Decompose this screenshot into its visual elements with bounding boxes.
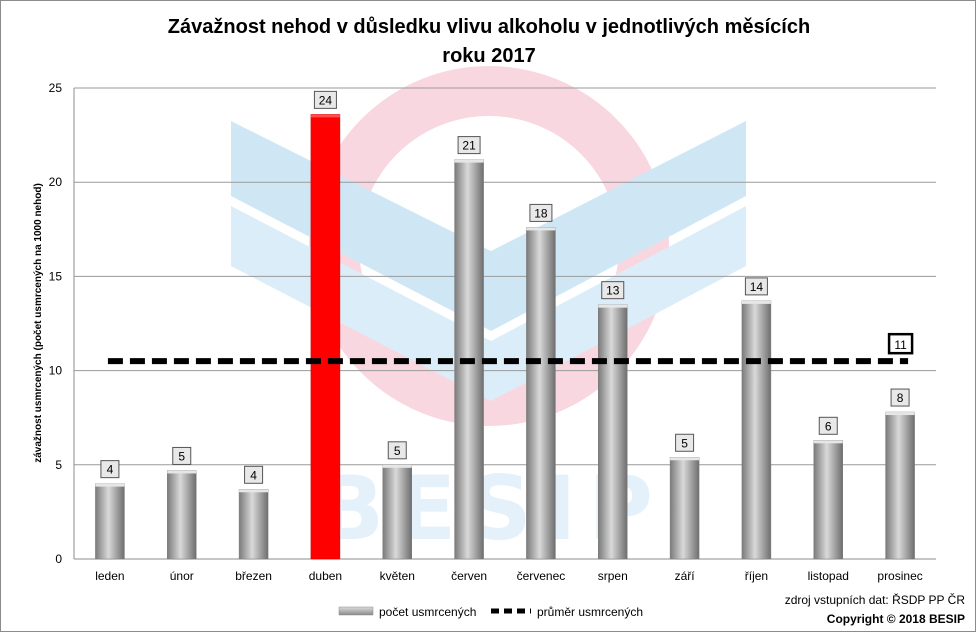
- data-label-box: [313, 90, 337, 109]
- data-label-únor: 5: [178, 449, 185, 463]
- bar-top-edge: [167, 470, 197, 474]
- data-label-box: [818, 416, 838, 435]
- data-labels: 4 5 4 24 5 21 18 13 5 14 6 8: [100, 90, 910, 484]
- x-tick-label-říjen: říjen: [745, 569, 768, 583]
- y-tick-label: 0: [55, 552, 62, 566]
- data-label-box: [890, 388, 910, 407]
- data-label-leden: 4: [107, 463, 114, 477]
- data-label-box: [387, 441, 407, 460]
- y-tick-label: 15: [49, 269, 63, 283]
- bar-top-edge: [598, 304, 628, 308]
- data-label-duben: 24: [319, 93, 333, 107]
- legend-label-average: průměr usmrcených: [537, 605, 643, 619]
- x-tick-label-březen: březen: [235, 569, 272, 583]
- legend: počet usmrcených průměr usmrcených: [338, 605, 643, 619]
- x-tick-label-červenec: červenec: [517, 569, 566, 583]
- gridlines: [73, 87, 936, 560]
- x-tick-label-prosinec: prosinec: [877, 569, 922, 583]
- bar-top-edge: [239, 489, 269, 493]
- y-tick-label: 25: [49, 81, 63, 95]
- data-label-box: [172, 446, 192, 465]
- average-line-group: 11: [107, 332, 914, 365]
- bar-prosinec: [885, 411, 915, 560]
- bars: [95, 114, 915, 560]
- data-label-srpen: 13: [606, 284, 620, 298]
- copyright-text: Copyright © 2018 BESIP: [827, 612, 965, 626]
- x-tick-label-leden: leden: [95, 569, 124, 583]
- x-tick-label-únor: únor: [170, 569, 194, 583]
- x-tick-label-červen: červen: [451, 569, 487, 583]
- x-tick-label-srpen: srpen: [598, 569, 628, 583]
- chart-title: Závažnost nehod v důsledku vlivu alkohol…: [168, 16, 810, 38]
- x-tick-label-listopad: listopad: [808, 569, 849, 583]
- data-label-box: [744, 277, 768, 296]
- besip-watermark-logo: BESIP: [231, 66, 746, 560]
- source-text: zdroj vstupních dat: ŘSDP PP ČR: [785, 592, 966, 607]
- data-label-box: [100, 460, 120, 479]
- average-label-box: [887, 332, 914, 355]
- y-tick-label: 10: [49, 364, 63, 378]
- y-axis-label: závažnost usmrcených (počet usmrcených n…: [33, 183, 44, 463]
- bar-červenec: [526, 227, 556, 560]
- data-label-červenec: 18: [534, 206, 548, 220]
- bar-duben: [310, 114, 341, 560]
- bar-top-edge: [813, 440, 843, 444]
- chart-title-line2: roku 2017: [442, 45, 535, 67]
- data-label-box: [675, 433, 695, 452]
- bar-top-edge: [670, 457, 700, 461]
- bar-top-edge: [310, 114, 340, 118]
- legend-label-bars: počet usmrcených: [379, 605, 476, 619]
- bar-září: [669, 457, 700, 560]
- y-tick-label: 5: [55, 458, 62, 472]
- data-label-box: [601, 281, 625, 300]
- bar-leden: [95, 483, 125, 560]
- average-label: 11: [894, 338, 907, 352]
- legend-swatch-bars: [338, 606, 374, 616]
- data-label-listopad: 6: [825, 419, 832, 433]
- bar-top-edge: [95, 483, 125, 487]
- bar-říjen: [741, 300, 772, 560]
- data-label-box: [244, 465, 264, 484]
- bar-top-edge: [382, 464, 412, 468]
- bar-top-edge: [741, 300, 771, 304]
- data-label-květen: 5: [394, 444, 401, 458]
- besip-watermark-text: BESIP: [317, 457, 665, 560]
- x-tick-label-září: září: [675, 569, 696, 583]
- data-label-březen: 4: [250, 468, 257, 482]
- bar-srpen: [598, 304, 628, 560]
- bar-únor: [167, 470, 197, 560]
- data-label-červen: 21: [462, 139, 476, 153]
- data-label-říjen: 14: [750, 280, 764, 294]
- bar-listopad: [813, 440, 843, 560]
- data-label-prosinec: 8: [897, 391, 904, 405]
- bar-top-edge: [526, 227, 556, 231]
- bar-top-edge: [454, 159, 484, 163]
- data-label-box: [457, 136, 481, 155]
- bar-březen: [238, 489, 269, 560]
- y-axis-ticks: 0 5 10 15 20 25: [49, 81, 63, 566]
- bar-top-edge: [885, 412, 915, 416]
- x-tick-label-květen: květen: [380, 569, 415, 583]
- data-label-září: 5: [681, 436, 688, 450]
- bar-květen: [382, 464, 412, 560]
- x-axis-categories: leden únor březen duben květen červen červenec…: [95, 569, 923, 583]
- y-tick-label: 20: [49, 175, 63, 189]
- data-label-box: [529, 203, 553, 222]
- watermark-word: BESIP: [317, 457, 665, 560]
- x-tick-label-duben: duben: [309, 569, 342, 583]
